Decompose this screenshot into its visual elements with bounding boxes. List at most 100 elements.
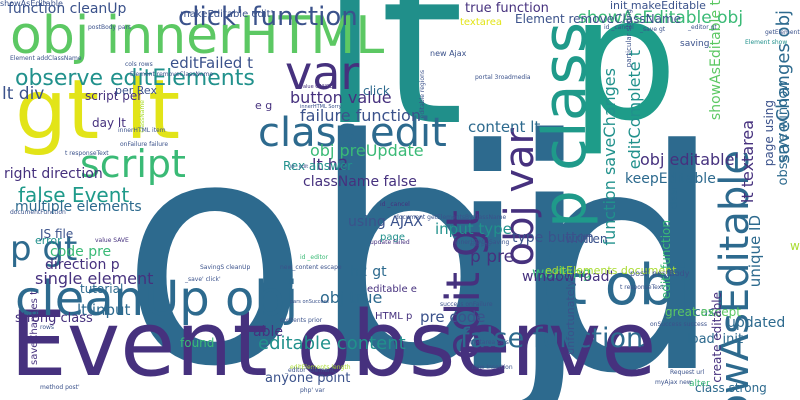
cloud-word-lt-h2: lt h2 — [312, 155, 349, 174]
cloud-word-element-addclassname: Element addClassName — [10, 55, 82, 62]
cloud-word-p-gt: p gt — [10, 229, 78, 269]
cloud-word-success-onfailure: success onFailure — [440, 301, 493, 308]
cloud-word-updated: updated — [727, 315, 786, 331]
cloud-word-direction-p: direction p — [45, 257, 120, 273]
cloud-word-code-pre: code pre — [50, 244, 112, 260]
cloud-word-showaseditable-t: showAsEditable t — [708, 0, 724, 121]
cloud-word-using-ajax: using AJAX — [348, 214, 423, 230]
cloud-word-textarea-cols: textarea cols — [470, 339, 509, 346]
cloud-word-unfortunately: unfortunately — [564, 280, 577, 355]
cloud-word-gt-lt: gt lt — [15, 63, 181, 158]
cloud-word-element-removeclassname: Element removeClassName — [515, 12, 682, 26]
cloud-word-cols-rows: cols rows — [125, 61, 153, 68]
cloud-word-id-edit: id _edit — [290, 164, 309, 170]
cloud-word-request-url: Request url — [670, 369, 705, 376]
cloud-word-e-g: e g — [255, 99, 273, 112]
cloud-word-lt-input: lt input — [77, 301, 131, 319]
cloud-word-click: click — [363, 84, 390, 98]
cloud-word-multiple-elements: multiple elements — [15, 199, 142, 215]
cloud-word-obj-preupdate: obj preUpdate — [310, 141, 424, 160]
cloud-word-lt: lt — [320, 0, 465, 173]
cloud-word-editelements-length: editElements length — [290, 364, 351, 371]
cloud-word-day-lt: day lt — [92, 116, 126, 130]
cloud-word-cleanup-obj: cleanUp obj — [15, 271, 299, 327]
cloud-word-editor-element: _editor' Element — [285, 367, 335, 374]
cloud-word-window-load: window load' — [522, 269, 614, 285]
cloud-word-php-var: php' var — [300, 387, 325, 394]
cloud-word-false-event: false Event — [18, 183, 130, 207]
cloud-word-observe-editelements: observe editElements — [15, 66, 255, 91]
cloud-word-script-per: script per — [85, 89, 143, 103]
cloud-word-t-responsetext: t responseText — [620, 284, 664, 291]
cloud-word-method-post: method post' — [40, 384, 80, 391]
cloud-word-showaseditable-obj: showAsEditable obj — [578, 8, 744, 28]
cloud-word-showaseditable: showAsEditable — [0, 0, 63, 8]
cloud-word-click-function: click' function — [178, 2, 358, 32]
cloud-word-p: p — [570, 0, 678, 159]
cloud-word-function-cleanup: function cleanUp — [8, 1, 127, 17]
cloud-word-onfailure-failure: onFailure failure — [120, 141, 169, 148]
cloud-word-element-show: Element show — [745, 39, 788, 46]
cloud-word-class-edit: class edit — [258, 110, 447, 156]
cloud-word-innerhtml-saving: innerHTML Saving — [455, 239, 510, 246]
cloud-word-t-responsetext: t responseText — [65, 150, 109, 157]
cloud-word-unique-id: unique ID — [746, 215, 764, 288]
cloud-word-documentfunction: documentFunction — [10, 209, 66, 216]
cloud-word-t-obj: t obj — [565, 253, 691, 318]
cloud-word-editfailed-t: editFailed t — [170, 54, 253, 72]
cloud-word-id-editor: id _editor — [300, 254, 329, 261]
cloud-word-function-savechanges: function saveChanges — [600, 68, 619, 246]
cloud-word-value-cancel: value CANCEL — [300, 84, 336, 90]
cloud-word-js-file: JS file — [40, 227, 74, 241]
cloud-word-id-cancel: id _cancel — [604, 24, 634, 31]
cloud-word-keepeditable: keepEditable — [625, 171, 716, 187]
cloud-word-works: works — [790, 239, 800, 253]
cloud-word-textarea: textarea — [460, 17, 503, 28]
cloud-word-failure-function: failure function — [300, 106, 421, 125]
cloud-word-editelements-document: editElements document — [545, 264, 677, 277]
cloud-word-new-insertion: new Insertion — [472, 364, 513, 371]
cloud-word-editor-gt: _editor gt — [688, 24, 717, 31]
cloud-word-savechanges-t: saveChanges t — [29, 291, 40, 366]
cloud-word-editable-regions: editable regions — [419, 70, 426, 119]
cloud-word-editable-e: editable e — [367, 284, 417, 295]
cloud-word-onsuccess-success: onSuccess success — [650, 321, 708, 328]
cloud-word-value-save: value SAVE — [95, 237, 129, 244]
cloud-word-working: working — [532, 264, 592, 282]
cloud-word-great-except: great except — [665, 305, 741, 319]
cloud-word-save-gt: _save gt — [640, 26, 666, 33]
cloud-word-page: page — [380, 232, 405, 243]
cloud-word-id: id — [445, 85, 724, 400]
cloud-word-create-editable: create editable — [710, 292, 724, 383]
cloud-word-alter: alter — [689, 379, 710, 389]
cloud-word-event-observe: Event observe — [10, 292, 657, 397]
cloud-word-new-ajax: new Ajax — [430, 49, 467, 58]
cloud-word-type-button: type button — [512, 230, 594, 246]
cloud-word-init-makeeditable: init makeEditable — [610, 0, 706, 12]
cloud-word-contents-prior: contents prior — [280, 317, 323, 324]
cloud-word-observe-window: observe window — [776, 80, 791, 186]
cloud-word-p-class: p class — [530, 22, 600, 229]
cloud-word-p-pre: p pre — [470, 247, 515, 267]
cloud-word-classname-false: className false — [303, 174, 417, 190]
cloud-word-savings-cleanup: SavingS cleanUp — [200, 264, 251, 271]
cloud-word-makeeditable-edit: makeEditable edit' — [180, 9, 274, 20]
cloud-word-lt-textarea: lt textarea — [738, 120, 757, 204]
cloud-word-per-rex: per Rex — [115, 84, 158, 97]
cloud-word-editcomplete-t: editComplete t — [625, 50, 644, 170]
cloud-word-edit-php: edit php — [470, 242, 491, 248]
cloud-word-script: script — [80, 142, 186, 186]
cloud-word-rows: rows — [40, 324, 55, 331]
cloud-word-var: var — [285, 46, 360, 100]
cloud-word-obj-innerhtml: obj innerHTML — [10, 6, 385, 66]
cloud-word-input-type: input type — [435, 220, 512, 238]
cloud-word-button-value: button value — [290, 88, 392, 107]
cloud-word-single-element: single element — [35, 269, 154, 288]
cloud-word-false-function: false function — [460, 323, 644, 354]
cloud-word-editable-content: editable content — [258, 333, 406, 354]
cloud-word-obj-true: obj true — [320, 288, 383, 307]
cloud-word-myajax-new: myAjax new — [655, 379, 692, 386]
cloud-word-id-cancel: id _cancel — [380, 201, 410, 208]
cloud-word-document-getelementsbyclassname: document getElementsByClassName — [395, 214, 507, 221]
cloud-word-postbody-pars: postBody pars — [88, 24, 132, 31]
